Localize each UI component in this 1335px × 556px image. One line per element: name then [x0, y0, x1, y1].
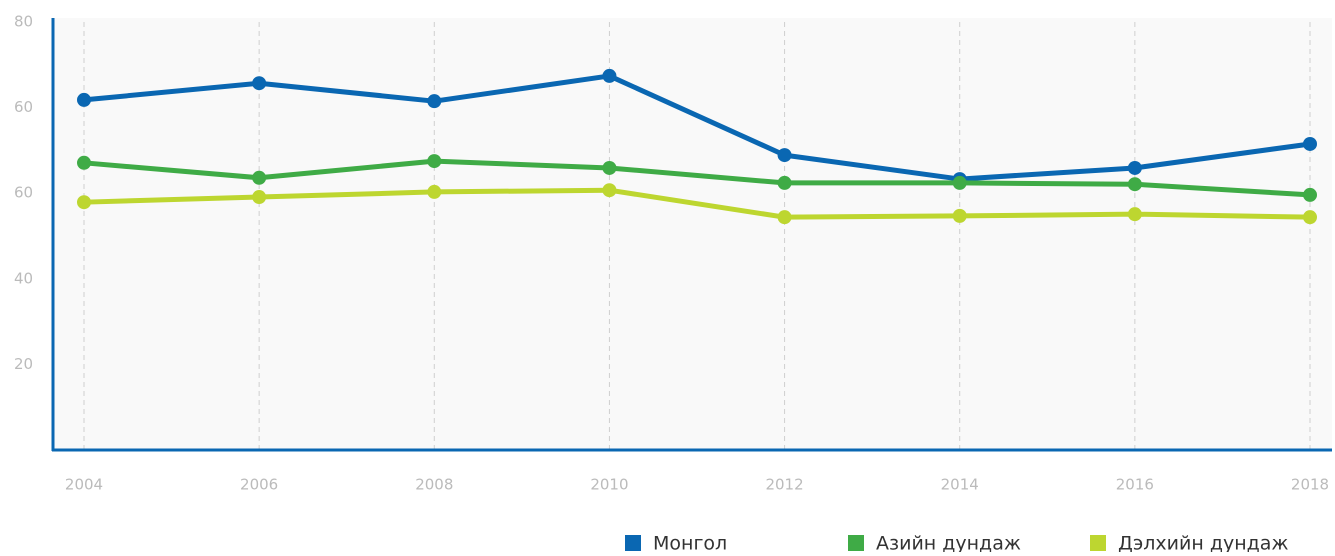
data-point [77, 155, 91, 170]
data-point [427, 94, 442, 109]
data-point [1127, 160, 1142, 175]
data-point [952, 175, 967, 190]
data-point [77, 92, 91, 107]
legend-swatch [848, 535, 864, 551]
data-point [252, 76, 267, 91]
legend-label: Азийн дундаж [876, 533, 1021, 553]
x-tick-label: 2018 [1291, 476, 1329, 494]
data-point [1303, 210, 1317, 225]
series-line [83, 158, 1311, 198]
data-point [252, 190, 267, 205]
x-tick-label: 2008 [415, 476, 453, 494]
data-point [952, 208, 967, 223]
x-tick-label: 2014 [941, 476, 979, 494]
x-tick-label: 2016 [1116, 476, 1154, 494]
data-point [1127, 177, 1142, 192]
data-point [602, 68, 617, 83]
y-tick-label: 60 [14, 184, 33, 202]
y-tick-label: 60 [14, 98, 33, 116]
legend-swatch [1090, 535, 1106, 551]
x-tick-label: 2004 [65, 476, 103, 494]
data-point [602, 160, 617, 175]
x-tick-label: 2010 [590, 476, 628, 494]
x-tick-label: 2006 [240, 476, 278, 494]
data-point [427, 154, 442, 169]
data-point [1127, 207, 1142, 222]
data-point [777, 148, 792, 163]
data-point [777, 210, 792, 225]
data-point [1303, 187, 1317, 202]
data-point [77, 195, 91, 210]
y-tick-label: 40 [14, 269, 33, 287]
legend-swatch [625, 535, 641, 551]
series-line [83, 73, 1311, 182]
data-point [1303, 136, 1317, 151]
x-tick-label: 2012 [765, 476, 803, 494]
legend-label: Монгол [653, 533, 727, 553]
plot-background [52, 18, 1332, 450]
series-line [83, 187, 1311, 220]
y-tick-label: 80 [14, 13, 33, 31]
data-point [602, 183, 617, 198]
data-point [777, 175, 792, 190]
y-tick-label: 20 [14, 355, 33, 373]
data-point [427, 184, 442, 199]
legend-label: Дэлхийн дундаж [1118, 533, 1289, 553]
data-point [252, 170, 267, 185]
